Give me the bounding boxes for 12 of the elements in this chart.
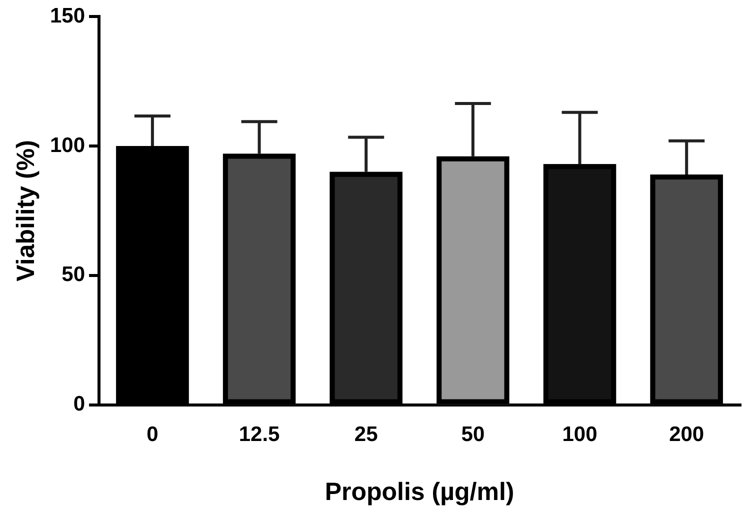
y-axis-title: Viability (%) [12, 140, 40, 282]
y-tick-label: 150 [50, 4, 86, 28]
x-tick-label: 200 [669, 423, 704, 446]
x-tick-label: 0 [146, 423, 158, 446]
x-tick-label: 12.5 [238, 423, 280, 446]
y-tick-label: 0 [73, 392, 86, 416]
x-tick-label: 25 [354, 423, 378, 446]
x-tick-label: 100 [562, 423, 598, 446]
y-tick-label: 100 [50, 134, 86, 157]
x-tick-label: 50 [461, 423, 485, 446]
x-axis-title: Propolis (µg/ml) [324, 478, 514, 506]
y-tick-label: 50 [62, 263, 86, 286]
